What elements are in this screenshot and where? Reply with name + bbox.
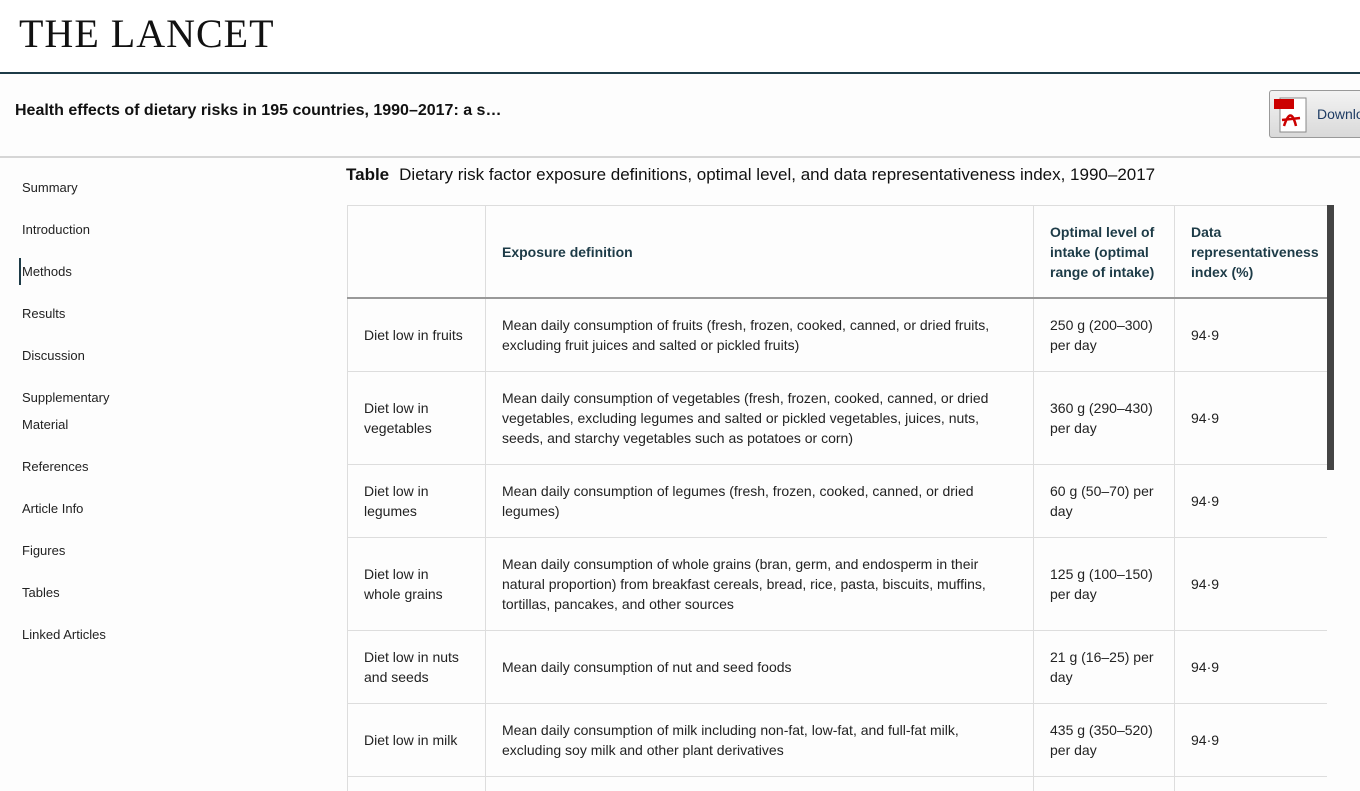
table-caption: Dietary risk factor exposure definitions… <box>399 165 1156 184</box>
table-cell: Mean daily consumption of whole grains (… <box>485 536 1034 631</box>
table-cell: 94·9 <box>1174 370 1327 465</box>
table-row <box>347 775 1327 791</box>
table-cell: Diet low in milk <box>347 702 486 777</box>
table-cell: Mean daily consumption of milk including… <box>485 702 1034 777</box>
table-title: Table Dietary risk factor exposure defini… <box>346 165 1155 185</box>
table-row: Diet low in milk Mean daily consumption o… <box>347 702 1327 777</box>
table-cell: 60 g (50–70) per day <box>1033 463 1175 538</box>
table-cell: 94·9 <box>1174 629 1327 704</box>
table-label: Table <box>346 165 390 184</box>
article-title: Health effects of dietary risks in 195 c… <box>15 102 502 119</box>
data-table: Exposure definition Optimal level of inta… <box>347 205 1327 791</box>
table-cell: 21 g (16–25) per day <box>1033 629 1175 704</box>
nav-link[interactable]: Article Info <box>22 501 84 516</box>
pdf-icon <box>1274 97 1307 133</box>
table-cell: 435 g (350–520) per day <box>1033 702 1175 777</box>
nav-link[interactable]: Tables <box>22 585 60 600</box>
nav-link[interactable]: Figures <box>22 543 66 558</box>
table-cell <box>1174 775 1327 791</box>
table-cell: Diet low in whole grains <box>347 536 486 631</box>
table-row: Diet low in legumes Mean daily consumptio… <box>347 463 1327 538</box>
table-row: Diet low in vegetables Mean daily consump… <box>347 370 1327 465</box>
side-nav: Summary Introduction Methods Results Discuss… <box>0 170 300 659</box>
header-row: Exposure definition Optimal level of inta… <box>347 205 1327 299</box>
header-cell: Exposure definition <box>485 205 1034 299</box>
title-bar: Health effects of dietary risks in 195 c… <box>0 74 1360 158</box>
table-cell: Mean daily consumption of nut and seed f… <box>485 629 1034 704</box>
table-cell: Diet low in vegetables <box>347 370 486 465</box>
table-cell: 94·9 <box>1174 536 1327 631</box>
nav-link[interactable]: Summary <box>22 180 78 195</box>
download-label: Download <box>1317 106 1360 122</box>
table-container: Exposure definition Optimal level of inta… <box>347 205 1327 791</box>
table-cell <box>347 775 486 791</box>
header-cell: Optimal level of intake (optimal range o… <box>1033 205 1175 299</box>
table-cell: Mean daily consumption of legumes (fresh… <box>485 463 1034 538</box>
table-cell: 94·9 <box>1174 297 1327 372</box>
table-cell: 360 g (290–430) per day <box>1033 370 1175 465</box>
table-cell: Mean daily consumption of fruits (fresh,… <box>485 297 1034 372</box>
table-cell: Diet low in fruits <box>347 297 486 372</box>
scrollbar[interactable] <box>1327 205 1334 470</box>
top-bar: THE LANCET <box>0 0 1360 74</box>
header-cell: Data representativeness index (%) <box>1174 205 1327 299</box>
table-row: Diet low in fruits Mean daily consumption… <box>347 297 1327 372</box>
header-cell <box>347 205 486 299</box>
table-cell: 250 g (200–300) per day <box>1033 297 1175 372</box>
table-cell: 94·9 <box>1174 702 1327 777</box>
nav-link[interactable]: Linked Articles <box>22 627 106 642</box>
logo[interactable]: THE LANCET <box>19 11 275 56</box>
download-button[interactable]: Download <box>1269 90 1360 138</box>
table-cell: 94·9 <box>1174 463 1327 538</box>
table-row: Diet low in whole grains Mean daily consu… <box>347 536 1327 631</box>
nav-link[interactable]: Supplementary Material <box>22 390 110 432</box>
nav-link[interactable]: Methods <box>0 254 132 296</box>
nav-link[interactable]: Results <box>22 306 66 321</box>
table-cell <box>1033 775 1175 791</box>
table-cell <box>485 775 1034 791</box>
table-cell: Mean daily consumption of vegetables (fr… <box>485 370 1034 465</box>
nav-link[interactable]: References <box>22 459 89 474</box>
table-cell: Diet low in legumes <box>347 463 486 538</box>
nav-link[interactable]: Discussion <box>22 348 85 363</box>
table-cell: 125 g (100–150) per day <box>1033 536 1175 631</box>
nav-link[interactable]: Introduction <box>22 222 90 237</box>
table-row: Diet low in nuts and seeds Mean daily con… <box>347 629 1327 704</box>
table-cell: Diet low in nuts and seeds <box>347 629 486 704</box>
